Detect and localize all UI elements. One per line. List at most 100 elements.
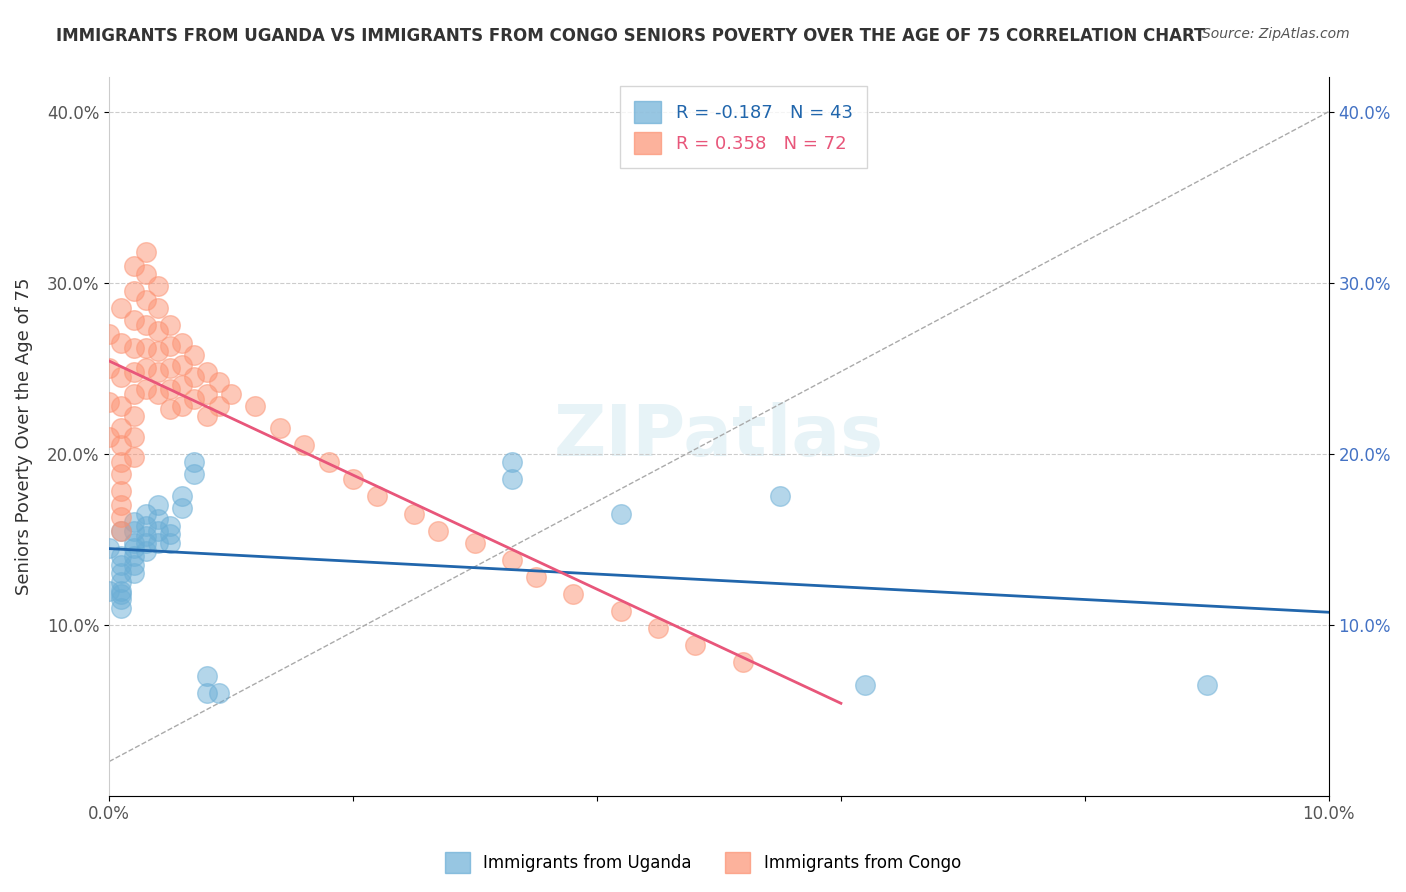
Immigrants from Congo: [219, 387, 242, 401]
Immigrants from Congo: [110, 484, 132, 499]
Immigrants from Congo: [146, 344, 169, 359]
Immigrants from Uganda: [98, 583, 121, 598]
Immigrants from Uganda: [195, 669, 218, 683]
Immigrants from Congo: [318, 455, 340, 469]
Immigrants from Uganda: [135, 518, 157, 533]
Immigrants from Congo: [292, 438, 315, 452]
Immigrants from Uganda: [110, 592, 132, 607]
Immigrants from Congo: [110, 301, 132, 316]
Immigrants from Uganda: [110, 558, 132, 572]
Immigrants from Congo: [110, 467, 132, 482]
Immigrants from Uganda: [146, 535, 169, 549]
Immigrants from Congo: [733, 656, 755, 670]
Immigrants from Uganda: [146, 511, 169, 525]
Immigrants from Uganda: [183, 455, 205, 469]
Immigrants from Congo: [427, 524, 450, 538]
Immigrants from Uganda: [110, 524, 132, 538]
Immigrants from Congo: [110, 399, 132, 413]
Immigrants from Congo: [610, 604, 633, 618]
Immigrants from Congo: [110, 421, 132, 435]
Immigrants from Congo: [501, 553, 523, 567]
Legend: R = -0.187   N = 43, R = 0.358   N = 72: R = -0.187 N = 43, R = 0.358 N = 72: [620, 87, 868, 169]
Immigrants from Congo: [146, 324, 169, 338]
Immigrants from Congo: [183, 392, 205, 406]
Legend: Immigrants from Uganda, Immigrants from Congo: Immigrants from Uganda, Immigrants from …: [439, 846, 967, 880]
Immigrants from Congo: [98, 429, 121, 443]
Immigrants from Uganda: [159, 535, 181, 549]
Immigrants from Congo: [98, 326, 121, 341]
Immigrants from Uganda: [501, 472, 523, 486]
Immigrants from Congo: [122, 409, 145, 423]
Immigrants from Congo: [122, 365, 145, 379]
Immigrants from Congo: [464, 535, 486, 549]
Immigrants from Uganda: [122, 558, 145, 572]
Immigrants from Congo: [110, 498, 132, 512]
Immigrants from Congo: [195, 387, 218, 401]
Text: ZIPatlas: ZIPatlas: [554, 402, 884, 471]
Immigrants from Congo: [524, 570, 547, 584]
Immigrants from Uganda: [195, 686, 218, 700]
Immigrants from Congo: [159, 339, 181, 353]
Immigrants from Uganda: [501, 455, 523, 469]
Immigrants from Congo: [183, 347, 205, 361]
Immigrants from Uganda: [122, 515, 145, 529]
Immigrants from Uganda: [135, 535, 157, 549]
Immigrants from Uganda: [122, 549, 145, 564]
Immigrants from Congo: [208, 399, 231, 413]
Immigrants from Congo: [122, 429, 145, 443]
Immigrants from Uganda: [110, 583, 132, 598]
Immigrants from Uganda: [122, 524, 145, 538]
Immigrants from Uganda: [110, 600, 132, 615]
Immigrants from Congo: [208, 375, 231, 389]
Immigrants from Congo: [122, 259, 145, 273]
Immigrants from Congo: [159, 361, 181, 376]
Immigrants from Congo: [342, 472, 364, 486]
Immigrants from Congo: [122, 387, 145, 401]
Immigrants from Uganda: [159, 527, 181, 541]
Immigrants from Congo: [146, 279, 169, 293]
Immigrants from Congo: [122, 450, 145, 464]
Immigrants from Uganda: [610, 507, 633, 521]
Immigrants from Uganda: [135, 544, 157, 558]
Immigrants from Congo: [269, 421, 291, 435]
Immigrants from Congo: [159, 402, 181, 417]
Immigrants from Uganda: [122, 566, 145, 581]
Immigrants from Congo: [135, 382, 157, 396]
Immigrants from Congo: [245, 399, 267, 413]
Immigrants from Uganda: [122, 535, 145, 549]
Immigrants from Congo: [146, 301, 169, 316]
Immigrants from Uganda: [110, 566, 132, 581]
Immigrants from Uganda: [135, 507, 157, 521]
Immigrants from Congo: [366, 490, 388, 504]
Immigrants from Uganda: [159, 518, 181, 533]
Immigrants from Congo: [110, 455, 132, 469]
Text: Source: ZipAtlas.com: Source: ZipAtlas.com: [1202, 27, 1350, 41]
Immigrants from Uganda: [208, 686, 231, 700]
Immigrants from Uganda: [146, 498, 169, 512]
Immigrants from Congo: [172, 335, 194, 350]
Immigrants from Uganda: [98, 541, 121, 555]
Immigrants from Uganda: [110, 587, 132, 601]
Immigrants from Congo: [159, 382, 181, 396]
Immigrants from Uganda: [135, 529, 157, 543]
Immigrants from Congo: [159, 318, 181, 333]
Immigrants from Congo: [561, 587, 583, 601]
Immigrants from Uganda: [853, 677, 876, 691]
Immigrants from Congo: [122, 313, 145, 327]
Immigrants from Congo: [135, 318, 157, 333]
Immigrants from Uganda: [183, 467, 205, 482]
Immigrants from Uganda: [1195, 677, 1218, 691]
Immigrants from Congo: [98, 361, 121, 376]
Immigrants from Congo: [195, 365, 218, 379]
Immigrants from Congo: [135, 267, 157, 281]
Immigrants from Congo: [647, 621, 669, 635]
Immigrants from Congo: [172, 358, 194, 372]
Immigrants from Congo: [110, 335, 132, 350]
Immigrants from Uganda: [110, 549, 132, 564]
Immigrants from Congo: [122, 284, 145, 298]
Immigrants from Congo: [98, 395, 121, 409]
Text: IMMIGRANTS FROM UGANDA VS IMMIGRANTS FROM CONGO SENIORS POVERTY OVER THE AGE OF : IMMIGRANTS FROM UGANDA VS IMMIGRANTS FRO…: [56, 27, 1205, 45]
Immigrants from Congo: [110, 369, 132, 384]
Immigrants from Congo: [110, 524, 132, 538]
Immigrants from Uganda: [122, 541, 145, 555]
